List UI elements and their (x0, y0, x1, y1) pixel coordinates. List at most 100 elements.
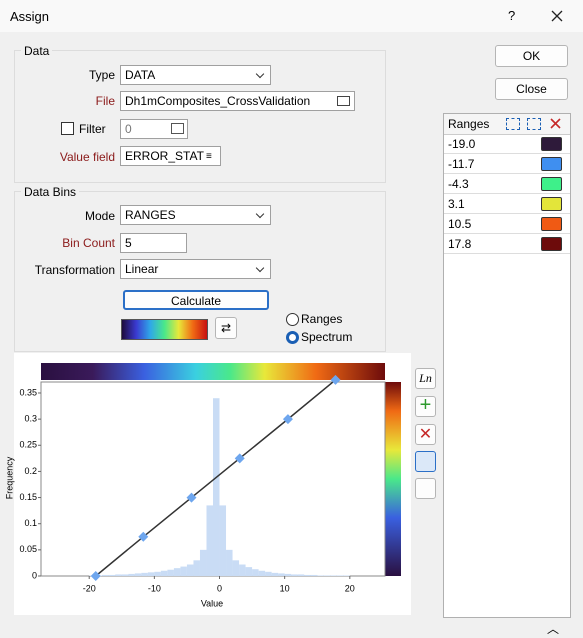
histogram-bar (213, 398, 220, 576)
range-value: 10.5 (448, 217, 472, 231)
cdf-line (95, 379, 336, 577)
mode-select[interactable]: RANGES (120, 205, 271, 225)
delete-icon[interactable] (550, 118, 561, 129)
calculate-button[interactable]: Calculate (123, 290, 269, 310)
bin-count-input[interactable]: 5 (120, 233, 187, 253)
range-row[interactable] (444, 214, 570, 234)
histogram-bar (226, 549, 233, 576)
histogram-bar (173, 568, 181, 576)
histogram-bar (278, 573, 285, 576)
range-row[interactable] (444, 154, 570, 174)
histogram-bar (304, 574, 311, 576)
histogram-bar (265, 571, 272, 576)
range-swatch[interactable] (541, 137, 562, 151)
histogram-bar (141, 572, 148, 576)
histogram-bar (284, 573, 292, 576)
histogram-bar (193, 560, 200, 576)
x-tick-label: 20 (345, 583, 355, 593)
label: File (95, 94, 115, 108)
line-marker (234, 453, 245, 464)
histogram-bar (160, 570, 168, 576)
bins-group (14, 191, 386, 352)
range-row[interactable] (444, 174, 570, 194)
pdf-button[interactable] (415, 451, 436, 472)
cdf-button[interactable] (415, 478, 436, 499)
histogram-bar (102, 574, 109, 576)
y-tick-label: 0.2 (24, 466, 37, 476)
range-value: -11.7 (448, 157, 475, 171)
histogram-bar (245, 567, 253, 576)
histogram-bar (108, 574, 116, 576)
y-axis-label: Frequency (4, 456, 14, 499)
filter-icon[interactable] (171, 123, 184, 134)
label: Value field (59, 150, 115, 164)
y-tick-label: 0 (32, 570, 37, 580)
close-window[interactable] (551, 10, 563, 22)
label: Type (88, 68, 115, 82)
line-marker (282, 414, 293, 425)
data-group (14, 50, 386, 183)
histogram-bar (167, 569, 174, 576)
add-button[interactable]: + (415, 395, 436, 417)
value-field-input[interactable]: ERROR_STAT (120, 146, 221, 166)
histogram-bar (252, 569, 259, 576)
type-select[interactable]: DATA (120, 65, 271, 85)
transformation-select[interactable]: Linear (120, 259, 271, 279)
y-tick-label: 0.25 (19, 440, 37, 450)
range-swatch[interactable] (541, 177, 562, 191)
file-input[interactable]: Dh1mComposites_CrossValidation (120, 91, 355, 111)
color-bar (41, 363, 385, 380)
range-row[interactable] (444, 194, 570, 214)
line-marker (138, 531, 149, 542)
histogram-bar (206, 505, 213, 576)
window-title: Assign (10, 9, 50, 24)
group-title: Data Bins (21, 185, 80, 199)
help-button[interactable]: ? (508, 8, 516, 23)
range-row[interactable] (444, 134, 570, 154)
histogram-bar (219, 505, 227, 576)
range-value: 17.8 (448, 237, 472, 251)
label: Spectrum (301, 330, 353, 344)
remove-button[interactable]: ✕ (415, 424, 436, 445)
histogram-bar (291, 574, 298, 576)
browse-icon[interactable] (337, 96, 350, 106)
radio[interactable] (286, 313, 299, 326)
swap-button[interactable]: ⇄ (215, 317, 237, 339)
histogram-bar (343, 575, 350, 576)
range-swatch[interactable] (541, 157, 562, 171)
ln-button[interactable]: Ln (415, 368, 436, 389)
histogram-bar (199, 549, 207, 576)
collapse-icon[interactable]: ︿ (547, 622, 560, 636)
range-value: -19.0 (448, 137, 476, 151)
histogram-bar (232, 560, 240, 576)
label: Mode (84, 209, 115, 223)
filter-checkbox[interactable] (61, 122, 74, 135)
color-ramp[interactable] (121, 319, 208, 340)
label: Bin Count (62, 236, 115, 250)
tool-icon[interactable] (506, 118, 520, 130)
y-tick-label: 0.3 (24, 414, 37, 424)
x-tick-label: -20 (83, 583, 96, 593)
histogram-bar (180, 566, 187, 576)
line-marker (90, 571, 101, 581)
histogram-bar (297, 574, 305, 576)
ranges-title: Ranges (448, 117, 490, 131)
radio-checked[interactable] (286, 331, 299, 344)
range-swatch[interactable] (541, 237, 562, 251)
tool-icon[interactable] (527, 118, 541, 130)
histogram-bar (317, 575, 324, 576)
range-swatch[interactable] (541, 217, 562, 231)
group-title: Data (21, 44, 53, 58)
list-icon[interactable]: ≡ (206, 151, 212, 162)
y-tick-label: 0.1 (24, 518, 37, 528)
line-marker (330, 374, 341, 385)
x-tick-label: 10 (280, 583, 290, 593)
range-swatch[interactable] (541, 197, 562, 211)
ok-button[interactable]: OK (495, 45, 568, 67)
histogram-bar (239, 564, 246, 576)
close-button[interactable]: Close (495, 78, 568, 100)
histogram-bar (323, 575, 331, 576)
histogram-bar (147, 572, 155, 576)
range-row[interactable] (444, 234, 570, 254)
histogram-bar (271, 572, 279, 576)
